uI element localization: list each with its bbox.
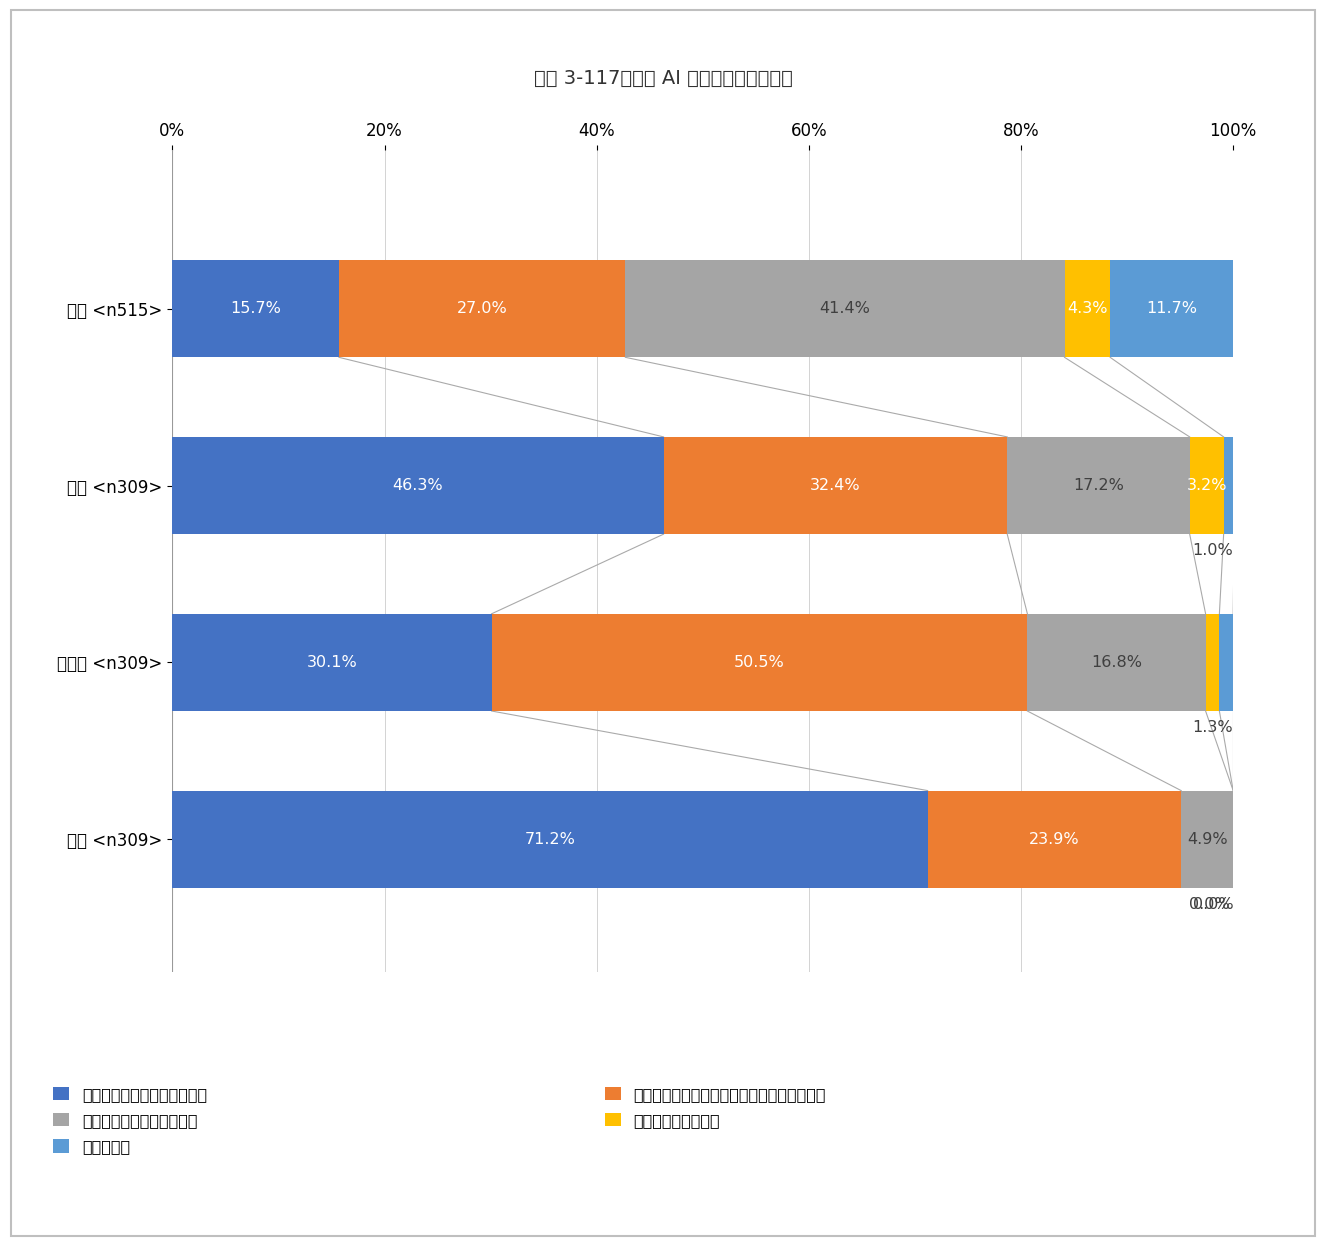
Bar xyxy=(492,614,1028,711)
Text: 23.9%: 23.9% xyxy=(1029,832,1079,847)
Text: 図表 3-117　生成 AI の活用方鷑（国別）: 図表 3-117 生成 AI の活用方鷑（国別） xyxy=(533,69,793,87)
Bar xyxy=(1065,260,1110,358)
Bar xyxy=(172,437,663,535)
Text: 17.2%: 17.2% xyxy=(1073,478,1124,493)
Text: 71.2%: 71.2% xyxy=(525,832,575,847)
Bar xyxy=(172,791,928,888)
Text: 0.0%: 0.0% xyxy=(1189,897,1231,912)
Bar xyxy=(1220,614,1233,711)
Bar xyxy=(1110,260,1235,358)
Text: 46.3%: 46.3% xyxy=(392,478,443,493)
Text: 1.0%: 1.0% xyxy=(1192,543,1233,558)
Text: 41.4%: 41.4% xyxy=(819,302,870,316)
Text: 32.4%: 32.4% xyxy=(810,478,861,493)
Text: 3.2%: 3.2% xyxy=(1187,478,1227,493)
Text: 15.7%: 15.7% xyxy=(231,302,281,316)
Text: 27.0%: 27.0% xyxy=(456,302,508,316)
Bar xyxy=(663,437,1008,535)
Bar xyxy=(1008,437,1189,535)
Bar xyxy=(172,260,339,358)
Text: 0.0%: 0.0% xyxy=(1192,897,1233,912)
Bar xyxy=(626,260,1065,358)
Bar xyxy=(1181,791,1233,888)
Text: 1.3%: 1.3% xyxy=(1192,720,1233,735)
Bar xyxy=(172,614,492,711)
Bar xyxy=(1189,437,1224,535)
Bar xyxy=(339,260,626,358)
Bar xyxy=(1205,614,1220,711)
Bar xyxy=(1028,614,1205,711)
Text: 4.9%: 4.9% xyxy=(1187,832,1228,847)
Text: 50.5%: 50.5% xyxy=(735,655,785,670)
Text: 30.1%: 30.1% xyxy=(306,655,358,670)
Legend: 活用する領域を限定して利用する方鷑である, 利用を禁止している: 活用する領域を限定して利用する方鷑である, 利用を禁止している xyxy=(605,1087,826,1128)
Text: 4.3%: 4.3% xyxy=(1067,302,1107,316)
Text: 16.8%: 16.8% xyxy=(1091,655,1142,670)
Bar xyxy=(928,791,1181,888)
Bar xyxy=(1224,437,1235,535)
Text: 11.7%: 11.7% xyxy=(1147,302,1197,316)
